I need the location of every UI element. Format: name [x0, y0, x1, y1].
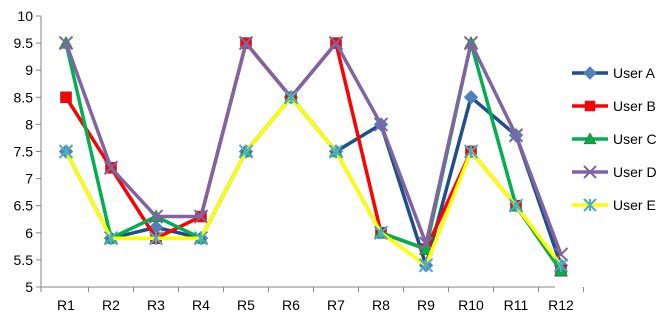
data-point: [58, 144, 74, 159]
data-point: [103, 231, 119, 246]
data-point: [328, 35, 344, 51]
y-tick-label: 10: [17, 8, 33, 24]
data-point: [463, 35, 479, 51]
data-point: [463, 90, 479, 105]
y-tick-label: 5.5: [14, 252, 34, 268]
data-point: [373, 117, 389, 132]
series-user-d: [58, 35, 569, 262]
data-point: [193, 209, 209, 224]
y-tick-label: 9.5: [14, 35, 34, 51]
legend-label: User D: [613, 164, 657, 180]
data-point: [418, 236, 434, 251]
legend-marker: [583, 198, 597, 212]
series-line: [64, 95, 563, 268]
x-tick-label: R7: [327, 297, 345, 313]
data-point: [328, 144, 344, 159]
data-point: [508, 128, 524, 143]
data-point: [463, 144, 479, 159]
y-tick-label: 7: [25, 171, 33, 187]
axes: 5 5.5 6 6.5 7 7.5 8 8.5 9 9.5 10 R1 R2 R3 R4 R5 R6 R7 R8 R9…: [14, 8, 584, 313]
x-tick-label: R9: [417, 297, 435, 313]
legend-marker: [583, 132, 597, 145]
legend-item: User E: [572, 197, 656, 213]
series-line: [64, 41, 563, 256]
legend-label: User C: [613, 131, 657, 147]
data-point: [418, 241, 434, 255]
x-tick-label: R12: [548, 297, 574, 313]
y-tick-label: 7.5: [14, 144, 34, 160]
legend-label: User A: [613, 65, 656, 81]
y-tick-label: 6: [25, 225, 33, 241]
data-point: [58, 35, 74, 51]
legend-label: User E: [613, 197, 656, 213]
data-point: [193, 231, 209, 246]
x-tick-label: R2: [102, 297, 120, 313]
legend-item: User C: [572, 131, 657, 147]
data-point: [238, 144, 254, 159]
legend-marker: [583, 165, 597, 179]
x-tick-label: R1: [57, 297, 75, 313]
legend-marker: [584, 100, 596, 112]
x-tick-label: R8: [372, 297, 390, 313]
y-tick-label: 8: [25, 116, 33, 132]
x-tick-label: R3: [147, 297, 165, 313]
legend-item: User B: [572, 98, 656, 114]
data-point: [148, 209, 164, 224]
data-point: [148, 231, 164, 246]
data-point: [418, 258, 434, 273]
y-tick-label: 5: [25, 279, 33, 295]
legend-label: User B: [613, 98, 656, 114]
x-tick-label: R10: [458, 297, 484, 313]
data-point: [238, 35, 254, 51]
data-point: [553, 258, 569, 273]
data-point: [60, 91, 72, 104]
y-tick-label: 8.5: [14, 89, 34, 105]
series-layer: [58, 35, 569, 277]
x-tick-label: R11: [504, 297, 529, 313]
y-tick-label: 9: [25, 62, 33, 78]
legend-item: User D: [572, 164, 657, 180]
legend-item: User A: [572, 65, 656, 81]
data-point: [373, 225, 389, 241]
data-point: [508, 198, 524, 213]
data-point: [283, 90, 299, 105]
x-tick-label: R4: [192, 297, 210, 313]
x-tick-label: R6: [282, 297, 300, 313]
data-point: [103, 160, 119, 175]
series-user-b: [60, 37, 567, 277]
y-tick-label: 6.5: [14, 198, 34, 214]
legend-marker: [583, 66, 597, 80]
x-tick-label: R5: [237, 297, 255, 313]
legend: User A User B User C User D User E: [572, 65, 657, 213]
series-user-e: [58, 90, 569, 273]
